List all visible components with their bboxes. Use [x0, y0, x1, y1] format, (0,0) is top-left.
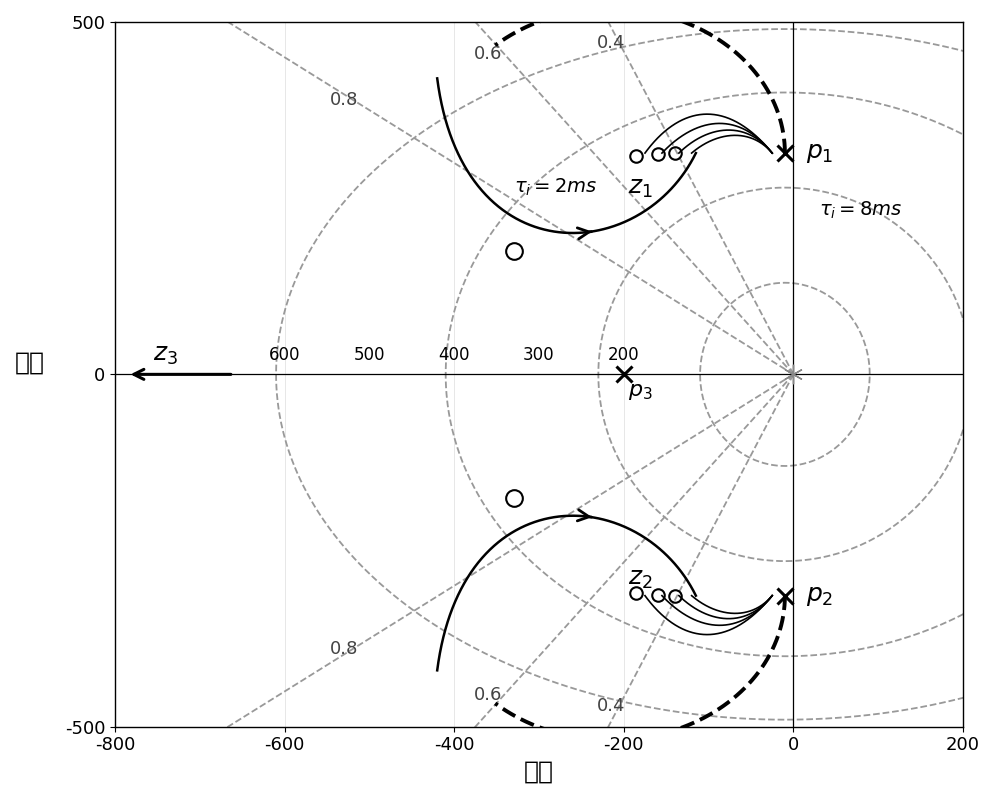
Text: 0.8: 0.8 — [329, 90, 358, 109]
Text: 600: 600 — [268, 347, 300, 364]
Text: $z_3$: $z_3$ — [153, 343, 178, 367]
Text: 200: 200 — [607, 347, 639, 364]
Text: 500: 500 — [353, 347, 385, 364]
X-axis label: 实轴: 实轴 — [524, 760, 554, 784]
Text: 400: 400 — [438, 347, 469, 364]
Text: 300: 300 — [523, 347, 555, 364]
Text: 0.4: 0.4 — [596, 34, 624, 52]
Text: $p_1$: $p_1$ — [805, 141, 833, 165]
Text: $z_2$: $z_2$ — [627, 566, 652, 590]
Text: 0.6: 0.6 — [473, 45, 502, 62]
Text: 0.8: 0.8 — [329, 640, 358, 658]
Text: $\tau_i=8ms$: $\tau_i=8ms$ — [818, 200, 902, 221]
Text: 0.6: 0.6 — [473, 686, 502, 704]
Y-axis label: 虚轴: 虚轴 — [15, 350, 45, 375]
Text: $\tau_i=2ms$: $\tau_i=2ms$ — [513, 177, 595, 198]
Text: $z_1$: $z_1$ — [627, 176, 652, 200]
Text: 0.4: 0.4 — [596, 697, 624, 714]
Text: $p_3$: $p_3$ — [627, 382, 652, 402]
Text: $p_2$: $p_2$ — [805, 583, 833, 608]
